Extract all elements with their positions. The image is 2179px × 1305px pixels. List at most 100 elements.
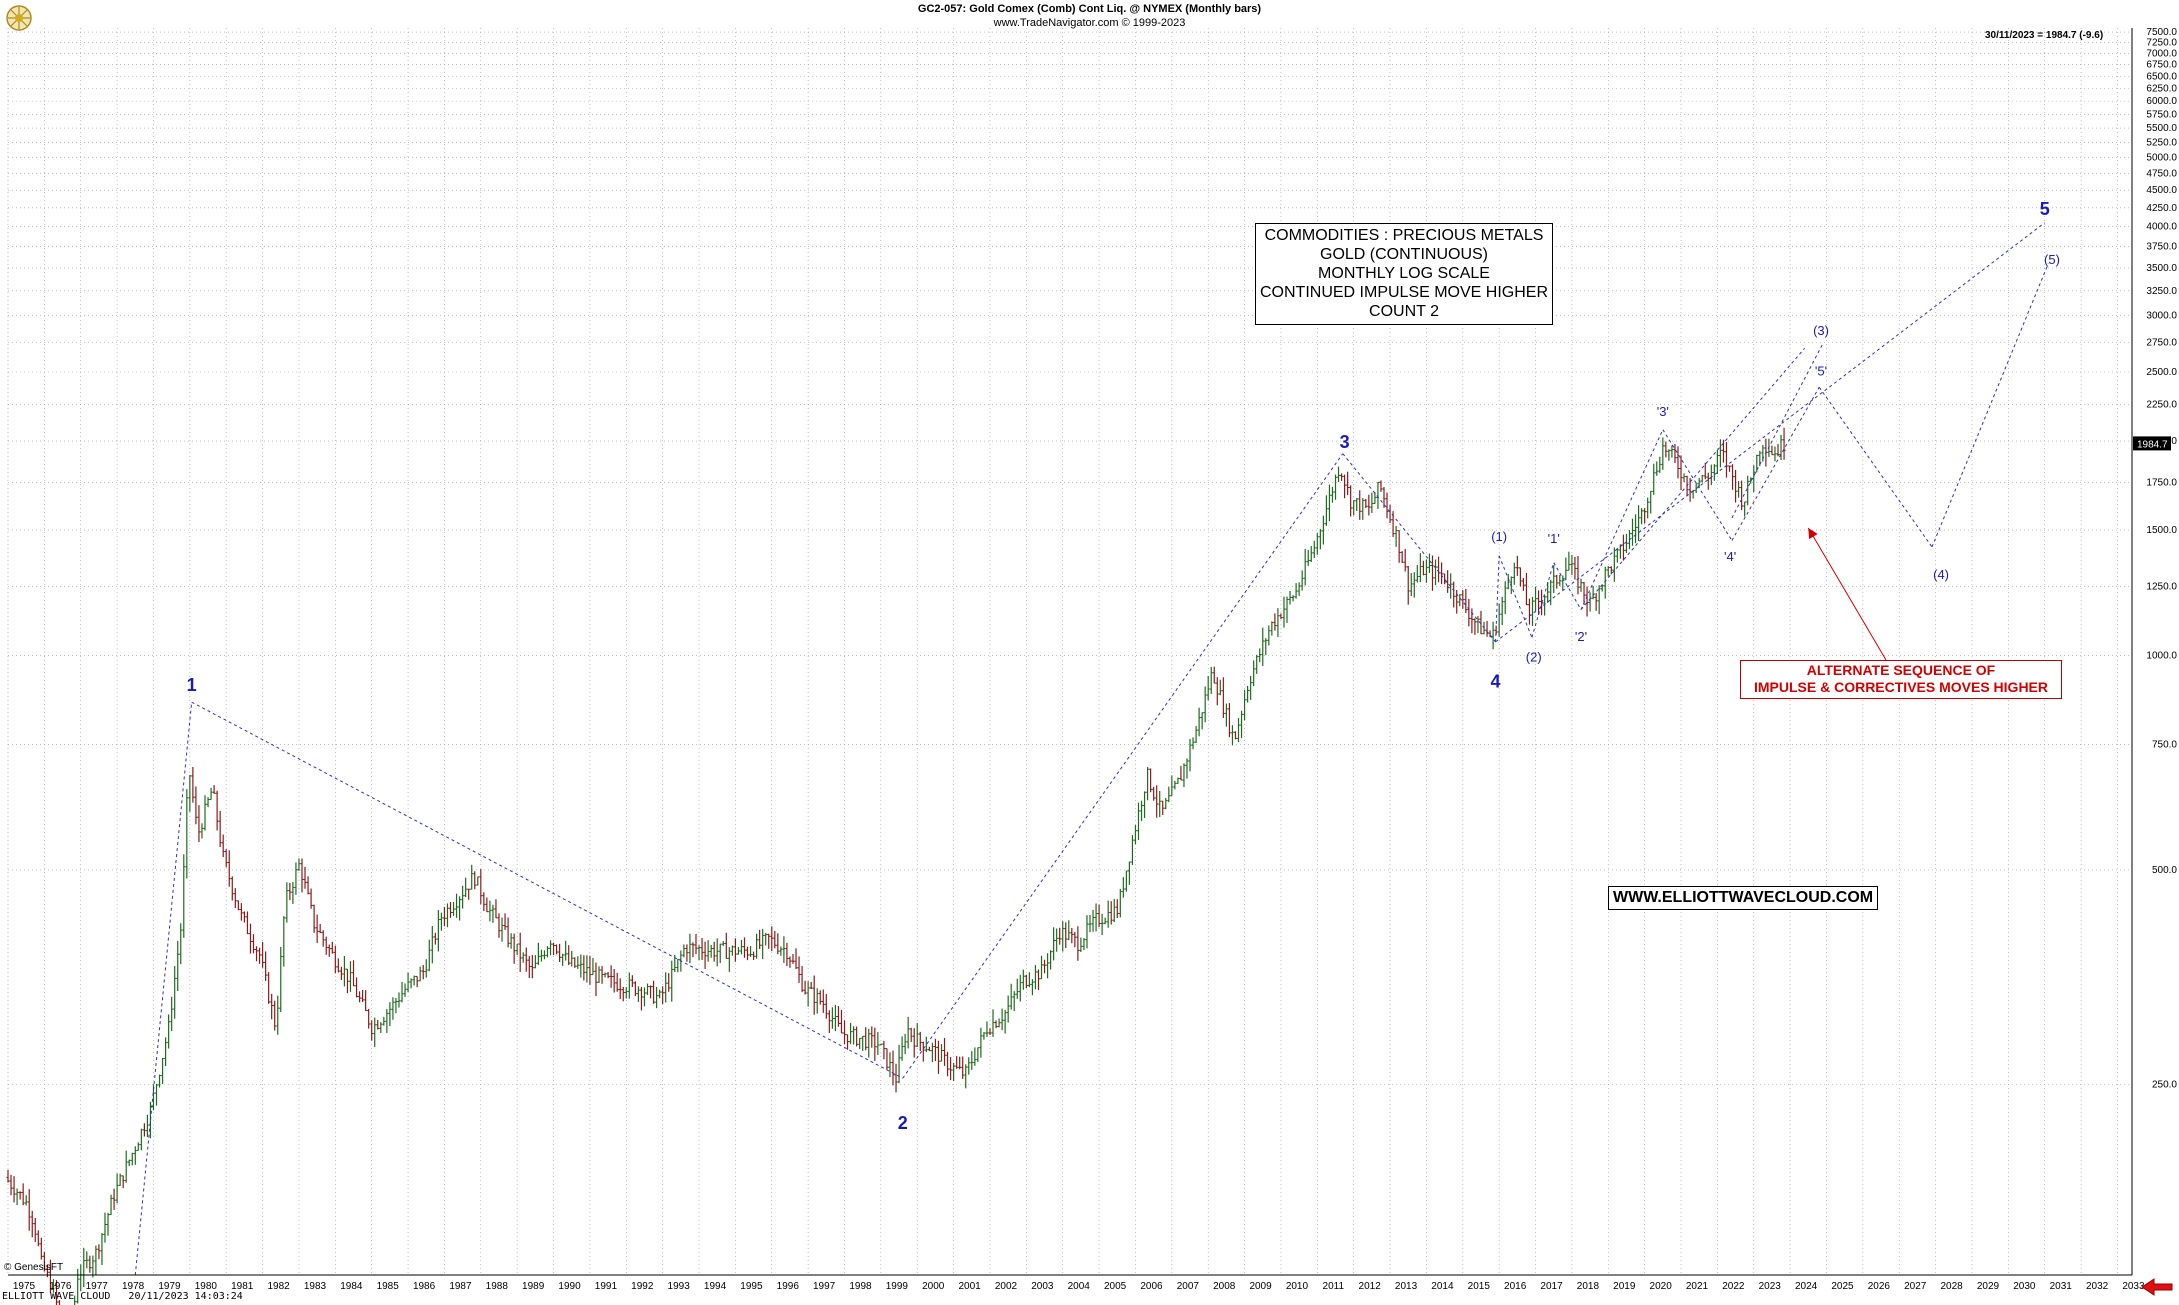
wave-label: (2) (1526, 649, 1542, 664)
x-tick-label: 2029 (1977, 1281, 2000, 1292)
last-price-tag-label: 1984.7 (2137, 439, 2168, 450)
y-tick-label: 1500.0 (2146, 525, 2177, 536)
x-tick-label: 1980 (195, 1281, 218, 1292)
x-tick-label: 1988 (486, 1281, 509, 1292)
x-tick-label: 2012 (1359, 1281, 1382, 1292)
wave-label: 4 (1491, 671, 1501, 691)
x-tick-label: 1982 (267, 1281, 290, 1292)
annotation-arrow (1807, 527, 1887, 661)
scroll-left-arrow-icon[interactable] (2140, 1277, 2174, 1297)
website-box: WWW.ELLIOTTWAVECLOUD.COM (1608, 886, 1879, 910)
x-tick-label: 1992 (631, 1281, 654, 1292)
x-tick-label: 1977 (86, 1281, 109, 1292)
y-tick-label: 3750.0 (2146, 242, 2177, 253)
wave-label: (1) (1491, 529, 1507, 544)
wave-projection-line (1580, 429, 1664, 610)
wave-projection-line (1498, 555, 1533, 638)
x-tick-label: 2026 (1868, 1281, 1891, 1292)
wave-projection-line (1495, 555, 1500, 642)
wave-label: '2' (1575, 629, 1587, 644)
y-tick-label: 1750.0 (2146, 477, 2177, 488)
wave-labels: 1 2 3 4 5 (1) (2) '1' '2' '3' '4' '5' (3) (4) (5) (187, 199, 2060, 1133)
x-tick-label: 2001 (958, 1281, 981, 1292)
x-tick-label: 2023 (1759, 1281, 1782, 1292)
x-tick-label: 1997 (813, 1281, 836, 1292)
wave-label: '5' (1815, 364, 1827, 379)
x-tick-label: 1998 (849, 1281, 872, 1292)
y-tick-label: 500.0 (2152, 865, 2177, 876)
x-tick-label: 1993 (668, 1281, 691, 1292)
chart-subtitle: www.TradeNavigator.com © 1999-2023 (993, 17, 1186, 29)
wave-label: 1 (187, 675, 197, 695)
y-tick-label: 4750.0 (2146, 168, 2177, 179)
x-tick-label: 2014 (1431, 1281, 1454, 1292)
x-tick-label: 1976 (49, 1281, 72, 1292)
x-tick-label: 2024 (1795, 1281, 1818, 1292)
x-tick-label: 2022 (1722, 1281, 1745, 1292)
wave-label: (5) (2044, 252, 2060, 267)
last-price-tag (2133, 436, 2171, 451)
x-tick-label: 1987 (449, 1281, 472, 1292)
wave-projection-lines (134, 222, 2049, 1276)
y-tick-label: 4500.0 (2146, 185, 2177, 196)
wave-projection-line (1662, 429, 1733, 541)
y-tick-label: 2500.0 (2146, 367, 2177, 378)
x-tick-label: 1994 (704, 1281, 727, 1292)
x-tick-label: 2019 (1613, 1281, 1636, 1292)
wave-projection-line (1931, 263, 2049, 548)
chart-grid (7, 28, 2132, 1275)
copyright-label: © GenesisFT (4, 1262, 64, 1273)
x-tick-label: 2032 (2086, 1281, 2109, 1292)
x-tick-label: 2033 (2122, 1281, 2145, 1292)
x-tick-label: 2030 (2013, 1281, 2036, 1292)
wave-label: 5 (2040, 199, 2050, 219)
last-bar-label: 30/11/2023 = 1984.7 (-9.6) (1985, 30, 2104, 41)
y-tick-label: 6000.0 (2146, 96, 2177, 107)
x-tick-label: 1984 (340, 1281, 363, 1292)
wave-label: '4' (1724, 549, 1736, 564)
info-line: CONTINUED IMPULSE MOVE HIGHER (1259, 284, 1549, 301)
y-tick-label: 2750.0 (2146, 338, 2177, 349)
y-tick-label: 7250.0 (2146, 38, 2177, 49)
y-tick-label: 750.0 (2152, 739, 2177, 750)
x-tick-label: 1995 (740, 1281, 763, 1292)
wave-label: 3 (1340, 432, 1350, 452)
x-tick-label: 2016 (1504, 1281, 1527, 1292)
x-tick-label: 1990 (558, 1281, 581, 1292)
x-tick-label: 1989 (522, 1281, 545, 1292)
x-tick-label: 1986 (413, 1281, 436, 1292)
y-tick-label: 2250.0 (2146, 400, 2177, 411)
alternate-line: ALTERNATE SEQUENCE OF (1806, 662, 1996, 678)
info-line: MONTHLY LOG SCALE (1318, 265, 1490, 282)
wave-projection-line (1342, 453, 1496, 643)
x-tick-label: 2011 (1323, 1281, 1345, 1292)
wave-label: '3' (1657, 404, 1669, 419)
x-tick-label: 2031 (2050, 1281, 2073, 1292)
wave-projection-line (191, 701, 903, 1079)
annotation-arrow-head (1808, 527, 1818, 540)
annotation-arrow-line (1807, 527, 1887, 661)
y-tick-label: 6750.0 (2146, 60, 2177, 71)
y-tick-label: 6500.0 (2146, 71, 2177, 82)
x-tick-label: 2005 (1104, 1281, 1127, 1292)
chart-info-box: COMMODITIES : PRECIOUS METALS GOLD (CONT… (1255, 223, 1553, 325)
trade-navigator-logo-icon (6, 5, 32, 31)
x-tick-label: 2009 (1249, 1281, 1272, 1292)
y-tick-label: 1000.0 (2146, 650, 2177, 661)
wave-projection-line (1531, 562, 1555, 638)
y-tick-label: 4000.0 (2146, 222, 2177, 233)
info-line: COMMODITIES : PRECIOUS METALS (1264, 227, 1544, 244)
y-tick-label: 6250.0 (2146, 84, 2177, 95)
x-tick-label: 2020 (1650, 1281, 1673, 1292)
x-tick-label: 2018 (1577, 1281, 1600, 1292)
y-tick-label: 3000.0 (2146, 311, 2177, 322)
info-line: COUNT 2 (1369, 303, 1439, 320)
x-tick-label: 2007 (1177, 1281, 1200, 1292)
y-tick-label: 5750.0 (2146, 109, 2177, 120)
chart-title: GC2-057: Gold Comex (Comb) Cont Liq. @ N… (917, 3, 1262, 15)
x-tick-label: 1991 (595, 1281, 618, 1292)
x-tick-label: 2015 (1468, 1281, 1491, 1292)
x-tick-label: 2006 (1140, 1281, 1163, 1292)
